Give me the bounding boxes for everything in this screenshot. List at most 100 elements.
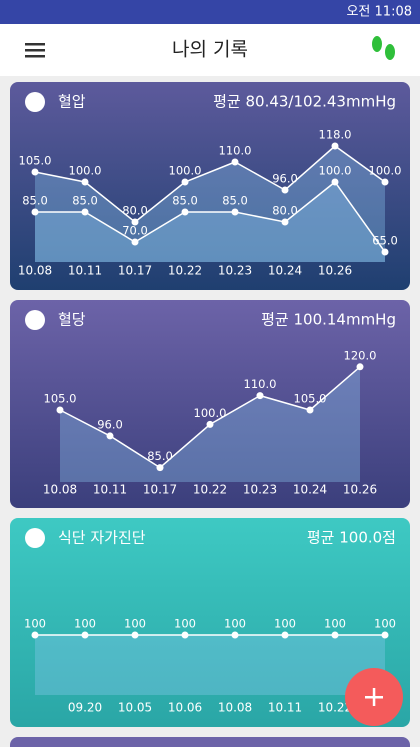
data-label: 100 <box>224 617 246 631</box>
data-point <box>381 178 389 186</box>
data-label: 120.0 <box>344 348 377 362</box>
x-tick-label: 10.22 <box>168 264 202 278</box>
x-tick-label: 10.05 <box>118 701 152 715</box>
data-point <box>381 631 389 639</box>
data-label: 100 <box>74 617 96 631</box>
x-tick-label: 10.11 <box>68 264 102 278</box>
data-point <box>181 631 189 639</box>
data-point <box>281 186 289 194</box>
data-point <box>331 142 339 150</box>
data-point <box>381 248 389 256</box>
data-label: 96.0 <box>97 417 123 431</box>
data-point <box>81 178 89 186</box>
data-label: 100.0 <box>319 164 352 178</box>
series-line <box>35 180 386 253</box>
data-point <box>181 178 189 186</box>
data-label: 110.0 <box>244 377 277 391</box>
x-tick-label: 10.22 <box>318 701 352 715</box>
card <box>10 518 410 727</box>
card <box>10 300 410 508</box>
data-point <box>281 218 289 226</box>
card-summary: 평균 100.14mmHg <box>261 311 396 329</box>
add-button[interactable] <box>345 668 403 726</box>
data-label: 70.0 <box>122 224 148 238</box>
data-point <box>131 238 139 246</box>
data-label: 100.0 <box>194 406 227 420</box>
data-label: 85.0 <box>222 194 248 208</box>
x-tick-label: 10.24 <box>293 483 327 497</box>
data-label: 105.0 <box>294 392 327 406</box>
x-tick-label: 09.20 <box>68 701 102 715</box>
data-label: 110.0 <box>219 144 252 158</box>
data-label: 100.0 <box>369 164 402 178</box>
data-point <box>306 406 314 414</box>
data-label: 105.0 <box>19 154 52 168</box>
card-title: 혈당 <box>58 311 86 329</box>
x-tick-label: 10.22 <box>193 483 227 497</box>
data-label: 85.0 <box>172 194 198 208</box>
data-point <box>181 208 189 216</box>
card-icon <box>25 92 45 112</box>
data-point <box>131 218 139 226</box>
data-label: 85.0 <box>147 449 173 463</box>
data-label: 65.0 <box>372 234 398 248</box>
series-area <box>35 146 385 262</box>
data-point <box>231 631 239 639</box>
x-tick-label: 10.06 <box>168 701 202 715</box>
data-point <box>31 631 39 639</box>
data-label: 100 <box>124 617 146 631</box>
card-peek <box>10 737 410 747</box>
data-label: 100 <box>374 617 396 631</box>
data-point <box>31 168 39 176</box>
series-area <box>35 182 385 262</box>
data-point <box>331 178 339 186</box>
data-label: 80.0 <box>272 204 298 218</box>
plus-v <box>372 688 376 706</box>
menu-button[interactable] <box>25 43 45 58</box>
status-time: 오전 11:08 <box>346 5 412 20</box>
data-label: 105.0 <box>44 392 77 406</box>
data-point <box>131 631 139 639</box>
data-label: 100.0 <box>169 164 202 178</box>
card <box>10 82 410 290</box>
x-tick-label: 10.08 <box>43 483 77 497</box>
card-title: 혈압 <box>58 93 86 111</box>
data-label: 100 <box>24 617 46 631</box>
x-tick-label: 10.26 <box>343 483 377 497</box>
data-point <box>31 208 39 216</box>
data-point <box>156 464 164 472</box>
x-tick-label: 10.24 <box>268 264 302 278</box>
data-point <box>331 631 339 639</box>
data-label: 85.0 <box>22 194 48 208</box>
app-bar <box>0 24 420 76</box>
data-label: 80.0 <box>122 204 148 218</box>
x-tick-label: 10.26 <box>318 264 352 278</box>
data-point <box>106 432 114 440</box>
status-bar <box>0 0 420 24</box>
data-label: 85.0 <box>72 194 98 208</box>
data-label: 100 <box>324 617 346 631</box>
series-area <box>35 635 385 695</box>
x-tick-label: 10.08 <box>218 701 252 715</box>
card-icon <box>25 528 45 548</box>
series-line <box>34 145 386 223</box>
footprint-icon[interactable] <box>372 36 395 60</box>
data-point <box>281 631 289 639</box>
card-title: 식단 자가진단 <box>58 529 146 547</box>
data-point <box>256 392 264 400</box>
x-tick-label: 10.11 <box>93 483 127 497</box>
data-label: 100 <box>274 617 296 631</box>
x-tick-label: 10.08 <box>18 264 52 278</box>
card-summary: 평균 100.0점 <box>307 529 396 547</box>
card-icon <box>25 310 45 330</box>
x-tick-label: 10.23 <box>218 264 252 278</box>
data-point <box>206 420 214 428</box>
data-label: 100 <box>174 617 196 631</box>
x-tick-label: 10.17 <box>143 483 177 497</box>
x-tick-label: 10.11 <box>268 701 302 715</box>
data-point <box>81 631 89 639</box>
data-point <box>56 406 64 414</box>
data-label: 96.0 <box>272 172 298 186</box>
data-point <box>81 208 89 216</box>
